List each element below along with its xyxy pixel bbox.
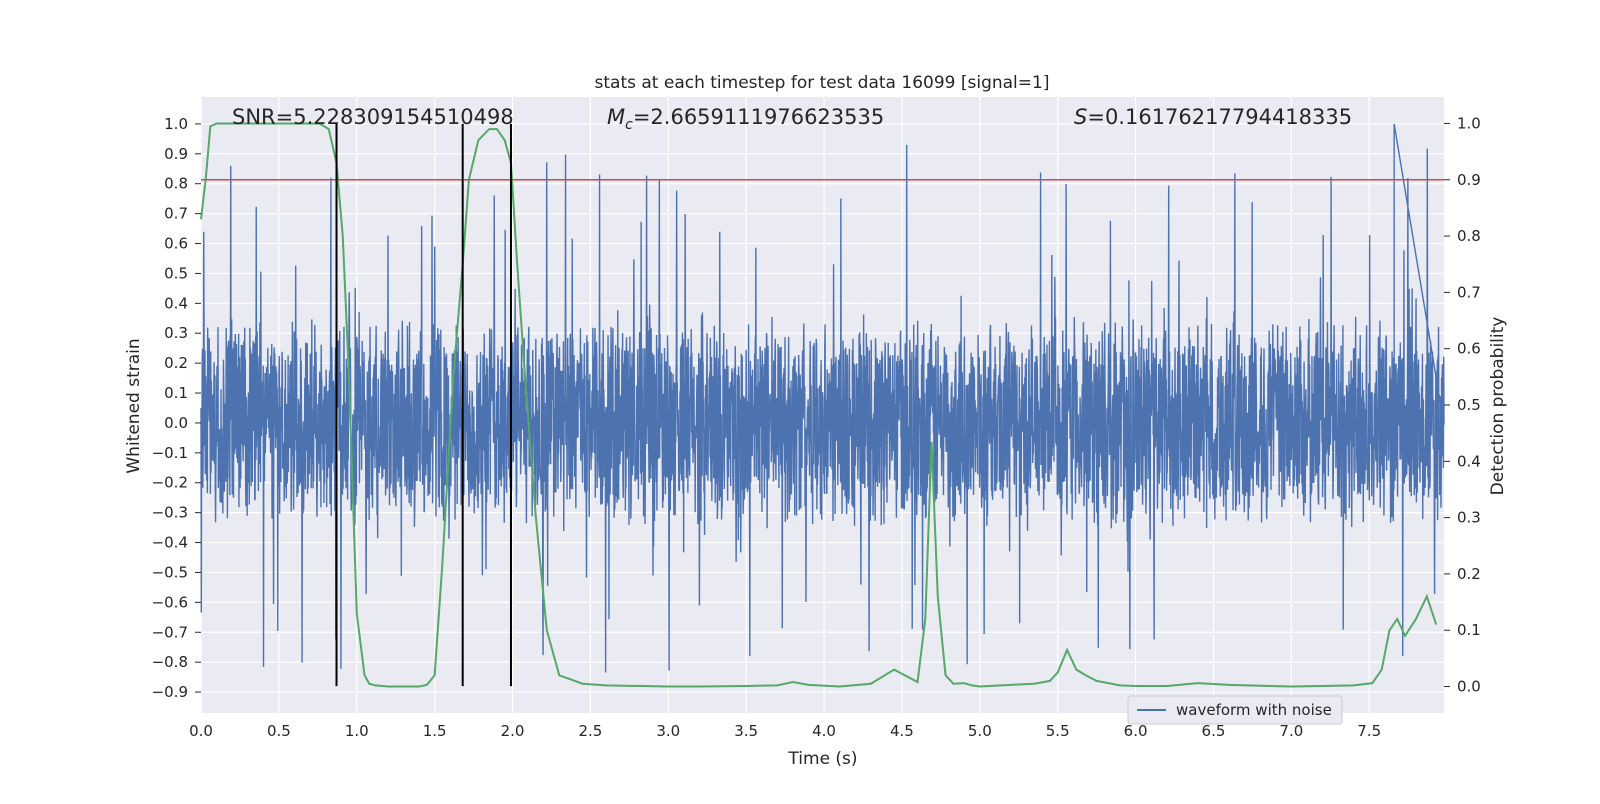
y-tick-label-left: −0.4 xyxy=(152,534,188,552)
y-tick-label-left: −0.5 xyxy=(152,563,188,581)
x-axis-label: Time (s) xyxy=(787,749,857,769)
x-tick-label: 6.0 xyxy=(1124,722,1148,740)
y-tick-label-left: −0.7 xyxy=(152,623,188,641)
y-tick-label-right: 0.9 xyxy=(1457,171,1481,189)
legend-label-waveform: waveform with noise xyxy=(1176,701,1332,719)
x-tick-label: 6.5 xyxy=(1202,722,1226,740)
chirp-mass-annotation: Mc=2.6659111976623535 xyxy=(607,105,884,133)
y-tick-label-left: −0.3 xyxy=(152,504,188,522)
y-tick-label-right: 0.1 xyxy=(1457,621,1481,639)
s-annotation: S=0.16176217794418335 xyxy=(1074,105,1352,129)
x-tick-label: 4.0 xyxy=(812,722,836,740)
x-tick-label: 1.5 xyxy=(423,722,447,740)
y-tick-label-left: −0.8 xyxy=(152,653,188,671)
x-tick-label: 5.0 xyxy=(968,722,992,740)
y-tick-label-left: −0.1 xyxy=(152,444,188,462)
strain-series-line xyxy=(200,123,1445,673)
y-tick-label-left: −0.2 xyxy=(152,474,188,492)
y-tick-label-left: 1.0 xyxy=(164,115,188,133)
x-tick-label: 4.5 xyxy=(890,722,914,740)
s-value: =0.16176217794418335 xyxy=(1087,105,1352,129)
y-tick-label-left: 0.0 xyxy=(164,414,188,432)
x-tick-label: 0.0 xyxy=(189,722,213,740)
chirp-mass-subscript: c xyxy=(625,117,633,133)
y-axis-label-left: Whitened strain xyxy=(124,338,144,473)
y-tick-label-left: 0.2 xyxy=(164,354,188,372)
y-tick-label-left: 0.6 xyxy=(164,235,188,253)
y-tick-label-right: 0.8 xyxy=(1457,227,1481,245)
y-tick-label-left: 0.8 xyxy=(164,175,188,193)
y-tick-label-right: 0.5 xyxy=(1457,396,1481,414)
x-tick-label: 0.5 xyxy=(267,722,291,740)
x-tick-label: 7.5 xyxy=(1357,722,1381,740)
y-tick-label-right: 1.0 xyxy=(1457,114,1481,132)
chart-title: stats at each timestep for test data 160… xyxy=(595,73,1050,93)
y-tick-label-right: 0.2 xyxy=(1457,565,1481,583)
y-tick-label-left: 0.9 xyxy=(164,145,188,163)
y-tick-label-right: 0.0 xyxy=(1457,678,1481,696)
s-symbol: S xyxy=(1074,105,1087,129)
y-axis-label-right: Detection probability xyxy=(1488,317,1508,496)
probability-series-line xyxy=(200,122,1438,688)
y-tick-label-right: 0.6 xyxy=(1457,340,1481,358)
x-tick-label: 3.5 xyxy=(734,722,758,740)
x-tick-label: 1.0 xyxy=(345,722,369,740)
chirp-mass-value: =2.6659111976623535 xyxy=(633,105,884,129)
y-tick-label-left: 0.3 xyxy=(164,324,188,342)
plot-area: 0.0 0.5 1.0 1.5 2.0 2.5 3.0 3.5 4.0 4.5 5.0 5.5 6.0 6… xyxy=(152,97,1481,740)
x-tick-label: 5.5 xyxy=(1046,722,1070,740)
y-tick-label-left: 0.7 xyxy=(164,205,188,223)
x-tick-label: 2.0 xyxy=(501,722,525,740)
y-tick-label-left: −0.9 xyxy=(152,683,188,701)
y-tick-label-left: 0.4 xyxy=(164,294,188,312)
y-tick-label-right: 0.3 xyxy=(1457,509,1481,527)
legend: waveform with noise xyxy=(1127,695,1343,725)
y-tick-label-left: −0.6 xyxy=(152,593,188,611)
x-tick-label: 2.5 xyxy=(578,722,602,740)
chirp-mass-symbol: M xyxy=(607,105,625,129)
y-tick-label-left: 0.1 xyxy=(164,384,188,402)
legend-box xyxy=(1127,695,1343,725)
x-tick-label: 3.0 xyxy=(656,722,680,740)
x-tick-label: 7.0 xyxy=(1279,722,1303,740)
y-tick-label-right: 0.7 xyxy=(1457,283,1481,301)
annotation-layer: SNR=5.228309154510498 Mc=2.6659111976623… xyxy=(232,105,1352,133)
snr-annotation: SNR=5.228309154510498 xyxy=(232,105,514,129)
y-tick-label-left: 0.5 xyxy=(164,264,188,282)
y-tick-label-right: 0.4 xyxy=(1457,452,1481,470)
